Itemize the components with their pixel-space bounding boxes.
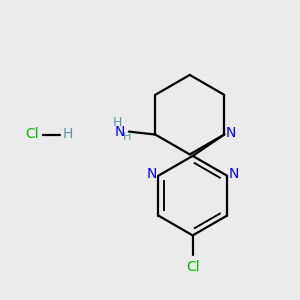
Text: H: H (123, 132, 131, 142)
Text: H: H (112, 116, 122, 129)
Text: N: N (226, 126, 236, 140)
Text: H: H (62, 128, 73, 141)
Text: Cl: Cl (186, 260, 200, 274)
Text: N: N (228, 167, 239, 181)
Text: N: N (147, 167, 157, 181)
Text: Cl: Cl (26, 128, 39, 141)
Text: N: N (115, 125, 125, 140)
